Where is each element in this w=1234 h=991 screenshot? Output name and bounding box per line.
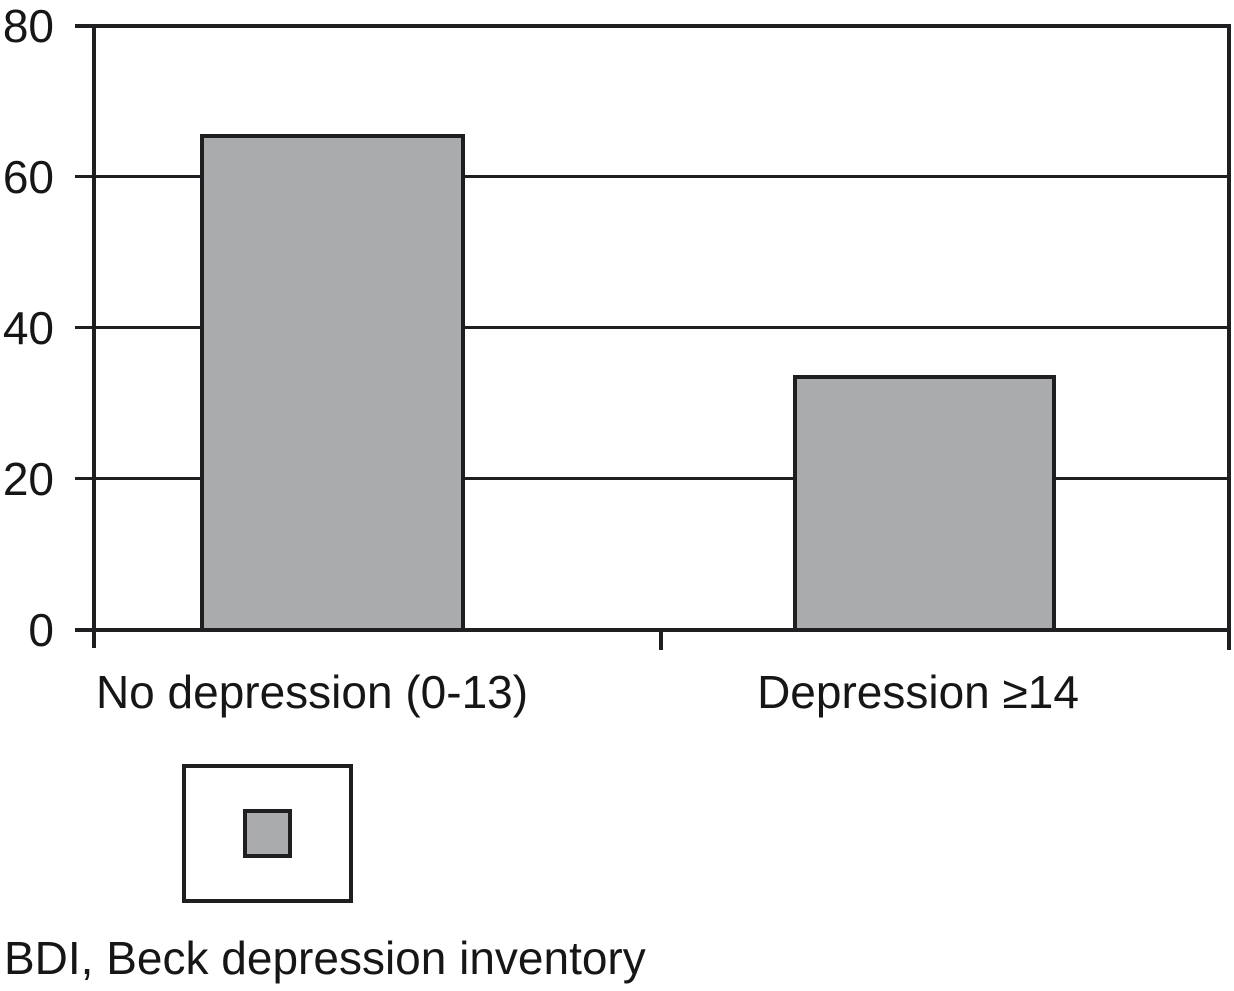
figure-caption: BDI, Beck depression inventory xyxy=(4,932,646,984)
y-axis-line xyxy=(92,24,96,648)
legend-swatch xyxy=(243,809,292,858)
gridline xyxy=(75,477,1231,480)
gridline xyxy=(75,24,1231,28)
y-tick-label: 40 xyxy=(2,302,54,354)
y-tick-label: 60 xyxy=(2,151,54,203)
y-tick-label: 20 xyxy=(2,453,54,505)
y-tick-label: 80 xyxy=(2,0,54,52)
legend-box xyxy=(182,764,353,903)
x-label-no-depression: No depression (0-13) xyxy=(95,666,529,718)
x-axis-middle-tick xyxy=(659,630,663,650)
bar-no-depression xyxy=(200,134,465,632)
gridline xyxy=(75,326,1231,329)
y-tick-label: 0 xyxy=(28,604,54,656)
x-axis-line xyxy=(75,628,1231,632)
plot-right-border xyxy=(1227,24,1231,650)
x-label-depression: Depression ≥14 xyxy=(757,666,1079,718)
gridline xyxy=(75,175,1231,178)
bar-depression xyxy=(793,375,1056,632)
